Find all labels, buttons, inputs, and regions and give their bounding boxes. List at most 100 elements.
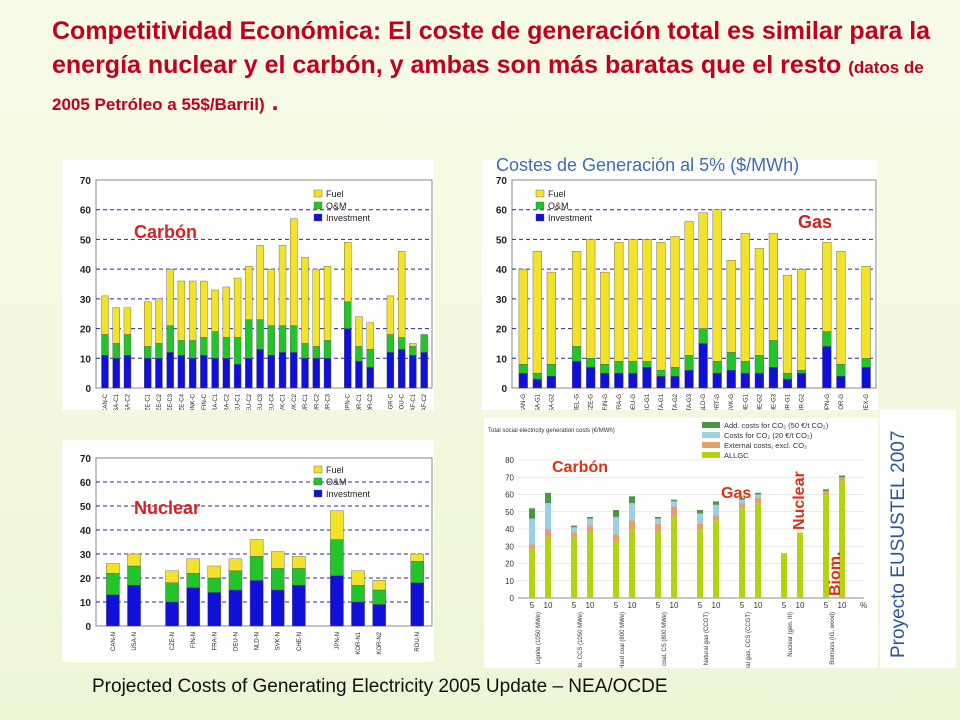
x-tick-label: Natural gas, CCS (CCGT) xyxy=(746,612,752,668)
bar-segment xyxy=(529,549,535,598)
bar-om xyxy=(754,355,764,374)
bar-investment xyxy=(323,358,332,389)
bar-investment xyxy=(614,372,624,389)
legend-swatch xyxy=(313,201,323,210)
bar-segment xyxy=(823,491,829,495)
bar-fuel xyxy=(726,260,736,353)
x-tick-label: ROU-N xyxy=(415,632,421,652)
legend-label: External costs, excl. CO₂ xyxy=(724,441,807,450)
bar-segment xyxy=(629,529,635,598)
bar-fuel xyxy=(101,295,109,335)
bar-fuel xyxy=(712,209,722,362)
group-label-carbon: Carbón xyxy=(552,459,608,476)
x-tick-label: DEU-N xyxy=(233,632,239,651)
y-axis-title: Total social electricity generation cost… xyxy=(488,428,615,434)
bar-fuel xyxy=(106,563,120,574)
bar-segment xyxy=(713,520,719,598)
y-tick-label: 50 xyxy=(505,508,514,517)
x-tick-label: USA-G2 xyxy=(549,393,555,410)
bar-om xyxy=(106,572,120,595)
legend-label: Fuel xyxy=(326,465,344,475)
y-tick-label: 60 xyxy=(80,478,92,489)
bar-investment xyxy=(188,358,197,389)
x-tick-label: CAN-G xyxy=(521,394,527,410)
bar-investment xyxy=(628,372,638,389)
bar-segment xyxy=(545,529,551,538)
x-tick-label: DEU-C4 xyxy=(269,393,275,410)
bar-segment xyxy=(529,518,535,545)
bar-fuel xyxy=(249,539,264,557)
bar-investment xyxy=(822,346,832,389)
x-tick-label: MEX-G xyxy=(864,394,870,410)
x-tick-label: CZE-C2 xyxy=(157,393,163,410)
bar-fuel xyxy=(754,248,764,356)
bar-fuel xyxy=(228,558,243,572)
bar-investment xyxy=(344,328,352,389)
legend-swatch xyxy=(535,213,545,222)
x-tick-label: ZAF-C2 xyxy=(422,393,428,410)
bar-segment xyxy=(697,523,703,529)
bar-investment xyxy=(366,366,374,389)
bar-om xyxy=(233,337,242,365)
bar-segment xyxy=(545,537,551,598)
bar-om xyxy=(366,349,374,368)
x-tick-label: GRC-G1 xyxy=(645,393,651,410)
bar-investment xyxy=(200,355,208,389)
bar-segment xyxy=(571,525,577,528)
x-tick-label: DEU-C3 xyxy=(258,393,264,410)
y-tick-label: 20 xyxy=(505,560,514,569)
x-tick-label: Hard coal, CS (800 MWe) xyxy=(662,612,668,668)
bar-segment xyxy=(697,513,703,524)
x-tick-label: TUR-G2 xyxy=(800,393,806,410)
bar-investment xyxy=(410,582,424,627)
bar-om xyxy=(301,343,309,359)
bar-investment xyxy=(211,358,219,389)
bar-om xyxy=(188,340,197,359)
bar-segment xyxy=(755,494,761,498)
x-rate-label: 5 xyxy=(698,601,703,610)
y-tick-label: 60 xyxy=(496,206,508,217)
eusustel-chart-panel: Add. costs for CO₂ (50 €/t CO₂) Costs for… xyxy=(484,418,878,681)
x-tick-label: KOR-N2 xyxy=(377,631,383,654)
gas-chart-panel: 0 10 20 30 40 50 60 70 CAN-G USA-G1 USA-G2 BEL-G CZE… xyxy=(482,160,878,417)
y-tick-label: 70 xyxy=(80,176,92,187)
title-sub: (datos de 2005 Petróleo a 55$/Barril) xyxy=(52,58,924,114)
bar-fuel xyxy=(233,277,242,338)
bar-segment xyxy=(613,534,619,542)
x-tick-label: PRT-G xyxy=(715,394,721,410)
bar-fuel xyxy=(267,268,275,326)
bar-fuel xyxy=(270,551,285,569)
x-tick-label: KOR-G xyxy=(839,394,845,410)
x-tick-label: Natural gas (CCGT) xyxy=(704,612,710,665)
bar-om xyxy=(228,570,243,591)
bar-fuel xyxy=(586,239,596,359)
bar-om xyxy=(112,343,120,359)
x-tick-label: FRA-G xyxy=(617,394,623,410)
x-tick-label: BEL-G xyxy=(575,394,581,410)
bar-investment xyxy=(292,584,306,627)
bar-investment xyxy=(228,589,243,627)
bar-om xyxy=(410,560,424,583)
project-label-box: Proyecto EUSUSTEL 2007 xyxy=(880,410,956,668)
bar-om xyxy=(712,361,722,374)
bar-fuel xyxy=(768,233,778,341)
bar-investment xyxy=(572,361,582,389)
bar-fuel xyxy=(292,556,306,569)
legend-label: Fuel xyxy=(548,189,566,199)
bar-segment xyxy=(613,516,619,535)
bar-om xyxy=(782,372,793,380)
bar-fuel xyxy=(355,316,363,347)
x-tick-label: KOR-C1 xyxy=(357,393,363,410)
bar-fuel xyxy=(698,212,708,329)
bar-om xyxy=(256,319,264,350)
bar-segment xyxy=(671,516,677,598)
y-tick-label: 70 xyxy=(505,473,514,482)
x-tick-label: ITA-G2 xyxy=(673,393,679,410)
legend-label: O&M xyxy=(326,477,347,487)
x-rate-label: 5 xyxy=(530,601,535,610)
x-tick-label: SVK-G xyxy=(729,394,735,410)
x-rate-label: 5 xyxy=(572,601,577,610)
bar-om xyxy=(355,346,363,362)
bar-investment xyxy=(222,358,231,389)
bar-om xyxy=(270,568,285,591)
